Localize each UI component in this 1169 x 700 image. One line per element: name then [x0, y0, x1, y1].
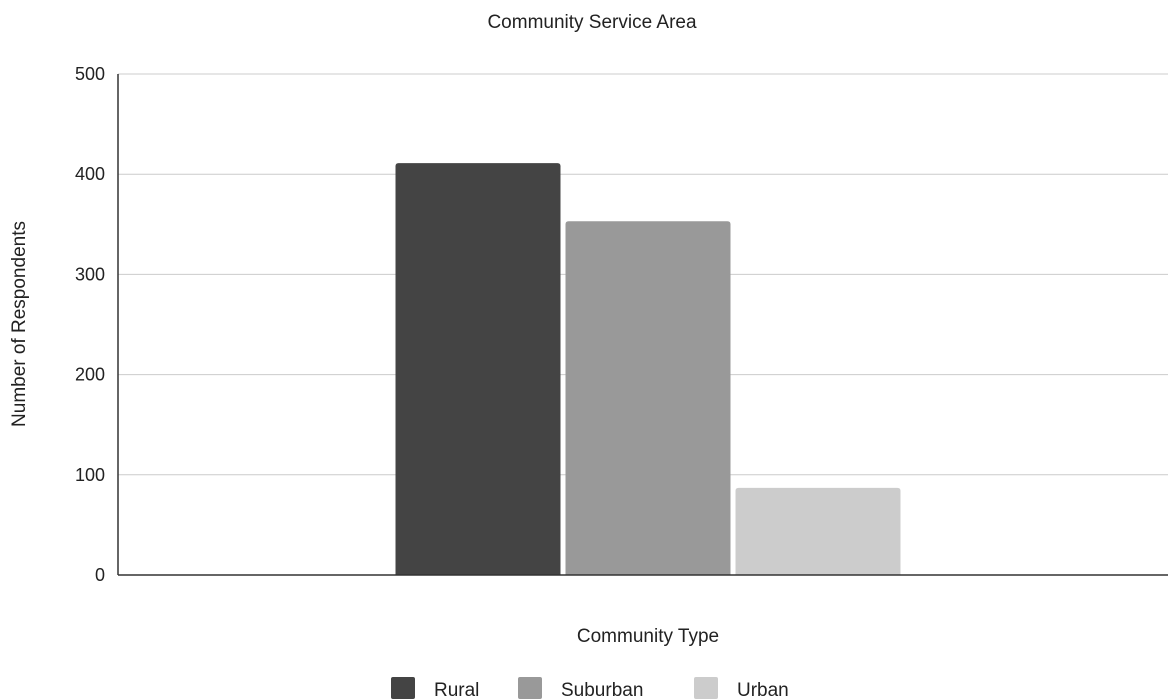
bar-suburban [565, 221, 731, 575]
bar-rural [395, 163, 561, 576]
legend: Rural Suburban Urban [391, 677, 789, 700]
legend-swatch [518, 677, 542, 699]
legend-swatch [391, 677, 415, 699]
legend-label: Urban [737, 680, 789, 700]
legend-item-rural: Rural [391, 677, 479, 700]
y-axis-label: Number of Respondents [9, 221, 30, 427]
chart-title: Community Service Area [487, 12, 697, 33]
y-tick-label: 500 [75, 64, 105, 84]
y-tick-label: 300 [75, 264, 105, 284]
y-tick-label: 100 [75, 465, 105, 485]
legend-label: Suburban [561, 680, 643, 700]
bars [395, 163, 901, 576]
y-tick-labels: 0 100 200 300 400 500 [75, 64, 105, 585]
legend-item-suburban: Suburban [518, 677, 643, 700]
y-tick-label: 0 [95, 565, 105, 585]
legend-item-urban: Urban [694, 677, 789, 700]
legend-label: Rural [434, 680, 479, 700]
y-tick-label: 400 [75, 164, 105, 184]
legend-swatch [694, 677, 718, 699]
x-axis-label: Community Type [577, 626, 719, 647]
y-tick-label: 200 [75, 365, 105, 385]
bar-urban [735, 487, 901, 575]
